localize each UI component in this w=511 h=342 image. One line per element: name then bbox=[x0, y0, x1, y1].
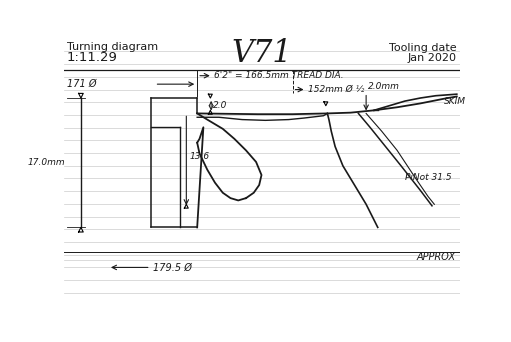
Text: 152mm Ø ½: 152mm Ø ½ bbox=[308, 85, 364, 94]
Text: Tooling date: Tooling date bbox=[389, 43, 457, 53]
Text: 2.0mm: 2.0mm bbox=[368, 82, 400, 91]
Text: 1:11.29: 1:11.29 bbox=[67, 52, 118, 65]
Text: PiNot 31.5: PiNot 31.5 bbox=[405, 173, 452, 182]
Text: SKIM: SKIM bbox=[444, 97, 466, 106]
Text: 17.0mm: 17.0mm bbox=[28, 158, 65, 167]
Text: APPROX: APPROX bbox=[416, 252, 455, 262]
Text: Jan 2020: Jan 2020 bbox=[408, 53, 457, 63]
Text: Turning diagram: Turning diagram bbox=[67, 42, 158, 52]
Text: 13.6: 13.6 bbox=[190, 153, 210, 161]
Text: 171 Ø: 171 Ø bbox=[67, 79, 97, 89]
Text: V71: V71 bbox=[232, 38, 293, 69]
Text: 6'2" = 166.5mm TREAD DIA.: 6'2" = 166.5mm TREAD DIA. bbox=[214, 71, 344, 80]
Text: 2.0: 2.0 bbox=[214, 101, 228, 110]
Text: 179.5 Ø: 179.5 Ø bbox=[153, 262, 192, 273]
